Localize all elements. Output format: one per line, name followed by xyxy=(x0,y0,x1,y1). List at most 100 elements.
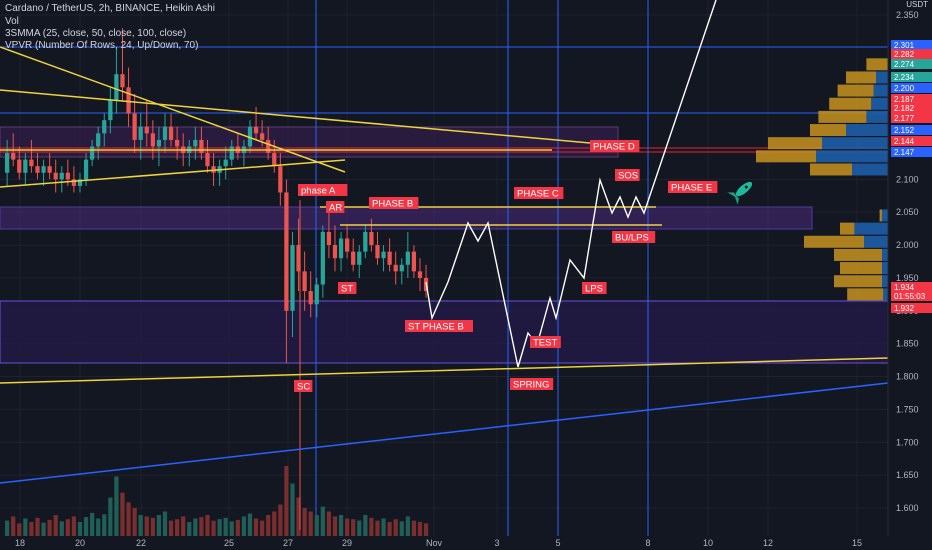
trendline-yellow xyxy=(0,89,591,144)
volume-bar xyxy=(235,519,240,536)
candle-body xyxy=(126,87,131,114)
x-tick-label: Nov xyxy=(426,538,443,548)
price-tag-bg xyxy=(891,59,932,69)
price-tag-label: 2.274 xyxy=(894,60,915,69)
candle-body xyxy=(417,271,423,278)
volume-bar xyxy=(332,516,338,536)
candle-body xyxy=(345,238,350,252)
volume-bar xyxy=(102,514,107,536)
candle-body xyxy=(211,166,216,173)
candle-body xyxy=(175,139,180,147)
chart-title[interactable]: Cardano / TetherUS, 2h, BINANCE, Heikin … xyxy=(5,3,215,14)
candle-body xyxy=(47,166,52,173)
volume-bar xyxy=(381,518,386,536)
candle-body xyxy=(5,153,10,173)
candle-body xyxy=(290,245,295,311)
candle-body xyxy=(351,251,356,265)
candle-body xyxy=(144,126,149,134)
annotation-bg xyxy=(326,201,345,213)
volume-bar xyxy=(369,517,374,536)
candle-body xyxy=(23,159,28,173)
rocket-body xyxy=(735,181,753,197)
volume-bar xyxy=(77,522,83,536)
annotation-bg xyxy=(338,282,357,294)
volume-bar xyxy=(405,516,410,536)
y-tick-label: 2.100 xyxy=(896,174,919,184)
vpvr-up-bar xyxy=(866,110,888,123)
volume-bar xyxy=(150,517,155,536)
annotation-bg xyxy=(615,169,640,181)
price-tag-bg xyxy=(891,40,932,50)
volume-bar xyxy=(11,516,16,536)
annotation-bg xyxy=(369,197,419,209)
candle-body xyxy=(308,291,313,305)
volume-bar xyxy=(266,515,271,536)
candle-body xyxy=(162,126,168,140)
vpvr-down-bar xyxy=(804,235,864,248)
rocket-window xyxy=(744,185,748,189)
price-tag-bg xyxy=(891,49,932,59)
vpvr-up-bar xyxy=(852,163,888,176)
candle-body xyxy=(363,231,368,252)
candle-body xyxy=(369,231,374,246)
candle-body xyxy=(320,231,325,285)
projection-path xyxy=(425,0,717,368)
vpvr-down-bar xyxy=(810,124,846,137)
y-tick-label: 1.800 xyxy=(896,372,919,382)
x-tick-label: 27 xyxy=(283,538,293,548)
annotation-label: AR xyxy=(329,203,342,214)
price-tag-label: 2.177 xyxy=(894,114,915,123)
candle-body xyxy=(223,159,228,167)
volume-bar xyxy=(114,476,119,536)
volume-bar xyxy=(351,519,356,536)
volume-bar xyxy=(53,515,58,536)
vpvr-down-bar xyxy=(846,71,876,84)
y-tick-label: 1.850 xyxy=(896,339,919,349)
price-tag-label: 01:55:03 xyxy=(894,292,926,301)
vpvr-down-bar xyxy=(840,262,882,275)
price-tag-label: 2.200 xyxy=(894,84,915,93)
legend-3smma[interactable]: 3SMMA (25, close, 50, close, 100, close) xyxy=(5,28,187,39)
x-tick-label: 12 xyxy=(763,538,773,548)
x-tick-label: 29 xyxy=(342,538,352,548)
candle-body xyxy=(65,172,70,180)
volume-bar xyxy=(90,512,95,536)
volume-bar xyxy=(387,522,392,536)
volume-bar xyxy=(96,518,101,536)
y-tick-label: 1.600 xyxy=(896,503,919,513)
vpvr-up-bar xyxy=(876,71,888,84)
candle-body xyxy=(272,153,277,167)
volume-bar xyxy=(399,521,404,536)
price-tag-label: 2.301 xyxy=(894,41,915,50)
vpvr-down-bar xyxy=(818,110,867,123)
candle-body xyxy=(296,245,301,272)
volume-bar xyxy=(338,515,344,536)
candle-body xyxy=(59,172,64,180)
annotation-label: SPRING xyxy=(513,380,549,391)
y-tick-label: 1.950 xyxy=(896,273,919,283)
vpvr-up-bar xyxy=(854,222,888,235)
y-tick-label: 2.050 xyxy=(896,207,919,217)
price-tag-bg xyxy=(891,282,932,292)
x-tick-label: 25 xyxy=(224,538,234,548)
x-tick-label: 5 xyxy=(555,538,560,548)
legend-volume[interactable]: Vol xyxy=(5,16,19,27)
vpvr-down-bar xyxy=(840,222,855,235)
candle-body xyxy=(41,166,46,173)
annotation-bg xyxy=(530,336,561,348)
candle-body xyxy=(357,251,362,265)
annotation-label: ST xyxy=(341,284,353,295)
price-tag-bg xyxy=(891,94,932,104)
legend-vpvr[interactable]: VPVR (Number Of Rows, 24, Up/Down, 70) xyxy=(5,40,199,51)
vpvr-down-bar xyxy=(810,163,852,176)
volume-bar xyxy=(138,515,143,536)
volume-bar xyxy=(17,523,22,536)
candle-body xyxy=(35,166,40,173)
annotation-label: BU/LPS xyxy=(615,233,649,244)
vpvr-down-bar xyxy=(879,209,882,222)
candle-body xyxy=(381,251,386,259)
annotation-bg xyxy=(405,320,473,332)
x-tick-label: 8 xyxy=(645,538,650,548)
candle-body xyxy=(399,264,404,272)
